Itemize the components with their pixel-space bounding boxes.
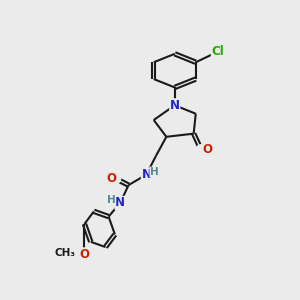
Text: O: O <box>80 248 89 261</box>
Text: N: N <box>141 168 152 181</box>
Circle shape <box>111 174 121 183</box>
Circle shape <box>116 198 125 208</box>
Text: CH₃: CH₃ <box>54 248 75 258</box>
Text: H: H <box>107 195 116 206</box>
Circle shape <box>213 47 222 56</box>
Text: N: N <box>170 99 180 112</box>
Text: Cl: Cl <box>212 45 224 58</box>
Circle shape <box>80 250 89 259</box>
Circle shape <box>196 145 206 154</box>
Text: O: O <box>106 172 116 185</box>
Text: O: O <box>202 143 212 156</box>
Text: N: N <box>115 196 125 209</box>
Circle shape <box>170 101 179 110</box>
Text: H: H <box>150 167 159 177</box>
Circle shape <box>70 249 80 258</box>
Circle shape <box>142 170 151 179</box>
